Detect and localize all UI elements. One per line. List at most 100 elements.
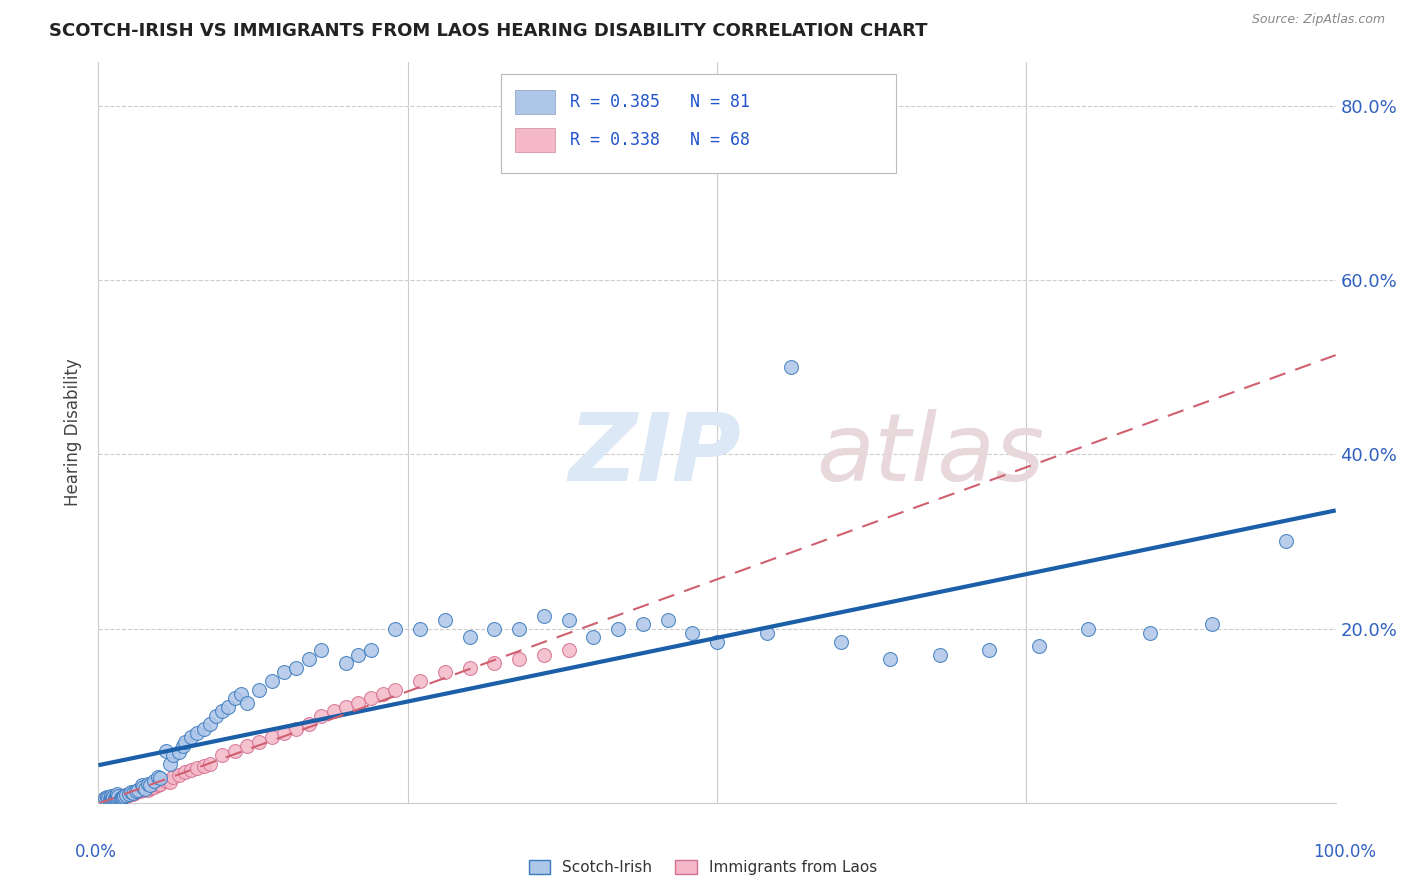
Point bbox=[143, 780, 166, 794]
Text: 100.0%: 100.0% bbox=[1313, 843, 1375, 861]
Point bbox=[118, 787, 141, 801]
Text: R = 0.385   N = 81: R = 0.385 N = 81 bbox=[569, 93, 749, 111]
Point bbox=[112, 789, 135, 804]
Point bbox=[247, 735, 270, 749]
Point bbox=[186, 761, 208, 775]
Point bbox=[360, 643, 382, 657]
Point bbox=[121, 786, 143, 800]
Point bbox=[105, 787, 128, 801]
Point bbox=[1077, 622, 1099, 636]
Point bbox=[129, 783, 152, 797]
Point bbox=[205, 708, 228, 723]
Point bbox=[132, 780, 155, 794]
Point bbox=[198, 717, 221, 731]
Point bbox=[159, 756, 181, 771]
Point bbox=[484, 622, 506, 636]
Point bbox=[285, 722, 308, 736]
Point bbox=[100, 791, 122, 805]
Point bbox=[127, 784, 149, 798]
Point bbox=[118, 787, 141, 801]
Point bbox=[159, 775, 181, 789]
Point bbox=[458, 630, 481, 644]
Point bbox=[273, 726, 295, 740]
Point bbox=[371, 687, 394, 701]
Text: R = 0.338   N = 68: R = 0.338 N = 68 bbox=[569, 131, 749, 149]
Point bbox=[127, 782, 149, 797]
Point bbox=[1275, 534, 1298, 549]
Point bbox=[433, 665, 456, 680]
Text: atlas: atlas bbox=[815, 409, 1045, 500]
Point bbox=[180, 731, 202, 745]
Point bbox=[139, 780, 162, 795]
Point bbox=[120, 785, 142, 799]
Point bbox=[458, 661, 481, 675]
Point bbox=[979, 643, 1001, 657]
Point bbox=[110, 789, 132, 803]
Point bbox=[96, 789, 118, 804]
Point bbox=[162, 747, 184, 762]
Point bbox=[180, 763, 202, 777]
Point bbox=[167, 768, 190, 782]
Point bbox=[706, 634, 728, 648]
Point bbox=[582, 630, 605, 644]
Point bbox=[879, 652, 901, 666]
Point bbox=[114, 788, 136, 802]
Point bbox=[174, 765, 197, 780]
Point bbox=[298, 717, 321, 731]
Point bbox=[309, 708, 332, 723]
Point bbox=[780, 360, 803, 375]
Point bbox=[409, 622, 432, 636]
Point bbox=[136, 777, 159, 791]
Point bbox=[384, 682, 406, 697]
Point bbox=[149, 772, 172, 786]
Point bbox=[139, 778, 162, 792]
Point bbox=[229, 687, 252, 701]
Point bbox=[347, 696, 370, 710]
Point bbox=[928, 648, 950, 662]
Point bbox=[112, 789, 135, 803]
Point bbox=[104, 790, 127, 805]
Point bbox=[98, 792, 121, 806]
Point bbox=[186, 726, 208, 740]
Point bbox=[110, 790, 132, 805]
Point bbox=[96, 792, 118, 806]
Legend: Scotch-Irish, Immigrants from Laos: Scotch-Irish, Immigrants from Laos bbox=[529, 861, 877, 875]
Point bbox=[101, 790, 124, 805]
Point bbox=[681, 626, 703, 640]
Point bbox=[120, 787, 142, 801]
Point bbox=[117, 788, 139, 802]
Point bbox=[100, 791, 122, 805]
Point bbox=[124, 785, 146, 799]
Point bbox=[198, 756, 221, 771]
Point bbox=[108, 789, 131, 804]
Point bbox=[146, 770, 169, 784]
Point bbox=[132, 782, 155, 797]
Point bbox=[131, 778, 153, 792]
Point bbox=[1201, 617, 1223, 632]
Point bbox=[105, 789, 128, 803]
Point bbox=[533, 608, 555, 623]
Point bbox=[533, 648, 555, 662]
Point bbox=[103, 789, 125, 804]
Point bbox=[433, 613, 456, 627]
Point bbox=[322, 704, 344, 718]
Point bbox=[167, 745, 190, 759]
Point bbox=[149, 777, 172, 791]
Point bbox=[557, 613, 579, 627]
Point bbox=[103, 791, 125, 805]
Y-axis label: Hearing Disability: Hearing Disability bbox=[65, 359, 83, 507]
Point bbox=[1028, 639, 1050, 653]
Point bbox=[136, 782, 159, 797]
Point bbox=[172, 739, 194, 754]
Point bbox=[114, 788, 136, 802]
Point bbox=[155, 743, 177, 757]
Point bbox=[98, 790, 121, 805]
Point bbox=[103, 790, 125, 805]
Point bbox=[97, 790, 120, 805]
Point bbox=[360, 691, 382, 706]
Point bbox=[508, 622, 530, 636]
Point bbox=[384, 622, 406, 636]
Point bbox=[115, 789, 138, 803]
Point bbox=[193, 759, 215, 773]
Point bbox=[657, 613, 679, 627]
